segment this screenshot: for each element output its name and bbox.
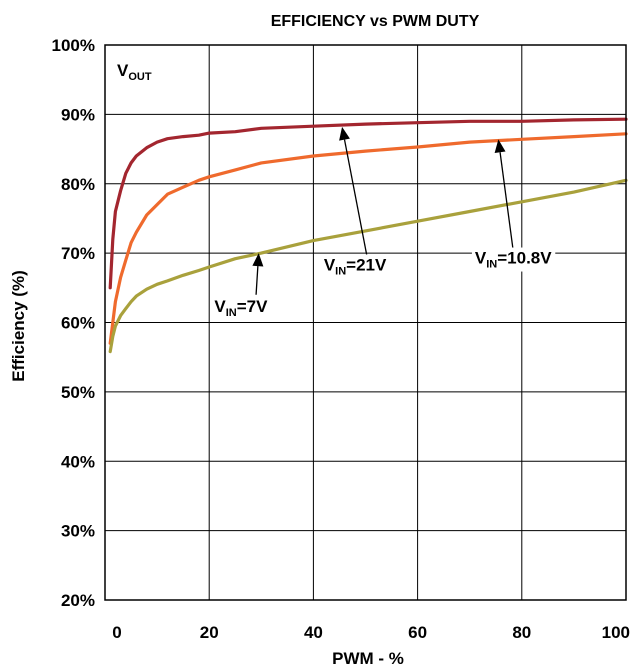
annotation-arrow-line <box>255 266 259 295</box>
y-axis-label: Efficiency (%) <box>9 270 28 381</box>
x-tick-label: 100 <box>602 623 630 642</box>
annotation-label: VIN=10.8V <box>475 249 552 271</box>
y-tick-label: 60% <box>61 314 95 333</box>
y-tick-label: 40% <box>61 452 95 471</box>
annotation-arrow-line <box>499 152 515 257</box>
x-tick-label: 20 <box>200 623 219 642</box>
y-tick-label: 50% <box>61 383 95 402</box>
annotation-0: VIN=7V <box>211 253 272 321</box>
series-line-2 <box>108 178 628 354</box>
y-tick-label: 20% <box>61 591 95 610</box>
x-tick-label: 60 <box>408 623 427 642</box>
annotation-label-bg <box>471 247 556 272</box>
vout-text: VOUT <box>117 61 152 83</box>
annotation-arrow-head <box>252 253 264 267</box>
grid <box>104 44 627 601</box>
y-tick-label: 30% <box>61 522 95 541</box>
annotation-label-bg <box>211 296 272 321</box>
annotations: VIN=7V VIN=21V VIN=10.8V <box>211 126 556 321</box>
annotation-2: VIN=10.8V <box>471 139 556 272</box>
y-tick-label: 100% <box>52 36 95 55</box>
x-tick-label: 40 <box>304 623 323 642</box>
y-tick-labels: 20% 30% 40% 50% 60% 70% 80% 90% 100% <box>52 36 95 610</box>
annotation-arrow-head <box>339 126 350 141</box>
annotation-label: VIN=7V <box>214 297 268 319</box>
series-line-0 <box>108 117 628 290</box>
x-tick-labels: 0 20 40 60 80 100 <box>112 623 630 642</box>
vout-label: VOUT <box>114 59 155 84</box>
chart-title: EFFICIENCY vs PWM DUTY <box>271 13 480 30</box>
annotation-arrow-line <box>343 139 369 263</box>
annotation-label-bg <box>320 254 391 279</box>
series-line-1 <box>108 132 628 345</box>
y-tick-label: 70% <box>61 244 95 263</box>
x-tick-label: 80 <box>512 623 531 642</box>
annotation-1: VIN=21V <box>320 126 391 279</box>
y-tick-label: 90% <box>61 105 95 124</box>
x-axis-label: PWM - % <box>332 649 404 668</box>
y-tick-label: 80% <box>61 175 95 194</box>
vout-text-bg <box>114 59 155 84</box>
plot-frame <box>104 44 627 601</box>
x-tick-label: 0 <box>112 623 121 642</box>
annotation-arrow-head <box>494 139 506 153</box>
series-layer <box>108 117 628 354</box>
annotation-label: VIN=21V <box>324 255 387 277</box>
